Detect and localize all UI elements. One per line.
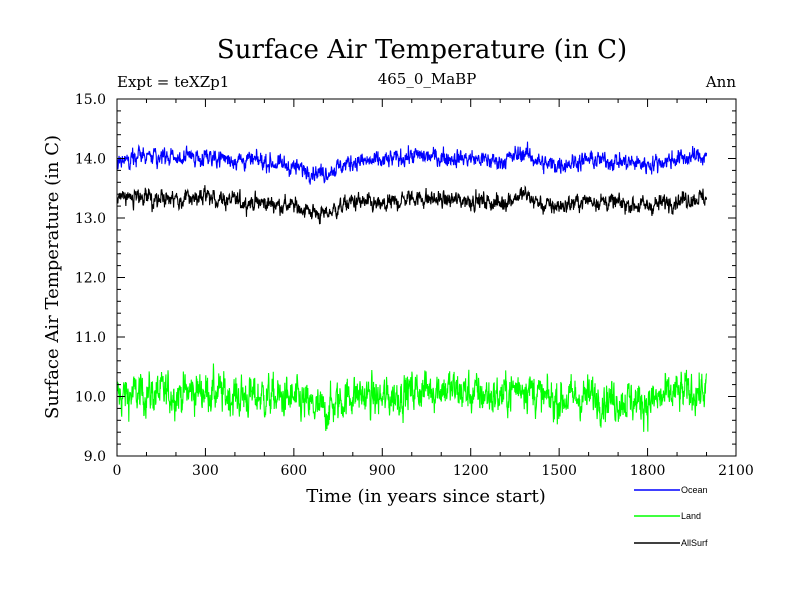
x-tick-label: 1800	[630, 463, 666, 479]
legend-label-ocean: Ocean	[681, 485, 708, 495]
chart-title: Surface Air Temperature (in C)	[217, 35, 627, 65]
x-tick-label: 900	[369, 463, 396, 479]
x-tick-label: 1500	[541, 463, 577, 479]
y-tick-label: 13.0	[75, 211, 106, 227]
experiment-label: Expt = teXZp1	[117, 73, 229, 91]
x-tick-label: 300	[192, 463, 219, 479]
series-line-land	[116, 363, 708, 432]
y-tick-label: 15.0	[75, 92, 106, 108]
y-tick-label: 14.0	[75, 152, 106, 168]
legend-label-allsurf: AllSurf	[681, 538, 708, 548]
series-line-allsurf	[116, 185, 708, 225]
season-label: Ann	[705, 73, 736, 91]
legend-label-land: Land	[681, 511, 701, 521]
period-label: 465_0_MaBP	[378, 70, 477, 88]
legend: Ocean Land AllSurf	[634, 485, 708, 548]
y-axis-label: Surface Air Temperature (in C)	[42, 135, 63, 419]
series-line-ocean	[116, 141, 708, 185]
x-tick-label: 1200	[453, 463, 489, 479]
series-layer	[116, 141, 708, 432]
y-tick-label: 9.0	[84, 449, 106, 465]
x-tick-label: 600	[280, 463, 307, 479]
y-tick-label: 10.0	[75, 390, 106, 406]
y-axis-ticks: 9.0 10.0 11.0 12.0 13.0 14.0 15.0	[75, 92, 736, 465]
y-tick-label: 11.0	[75, 330, 106, 346]
x-axis-ticks: 0 300 600 900 1200 1500 1800 2100	[113, 99, 754, 479]
x-tick-label: 2100	[718, 463, 754, 479]
x-tick-label: 0	[113, 463, 122, 479]
x-axis-label: Time (in years since start)	[306, 486, 546, 507]
y-tick-label: 12.0	[75, 271, 106, 287]
